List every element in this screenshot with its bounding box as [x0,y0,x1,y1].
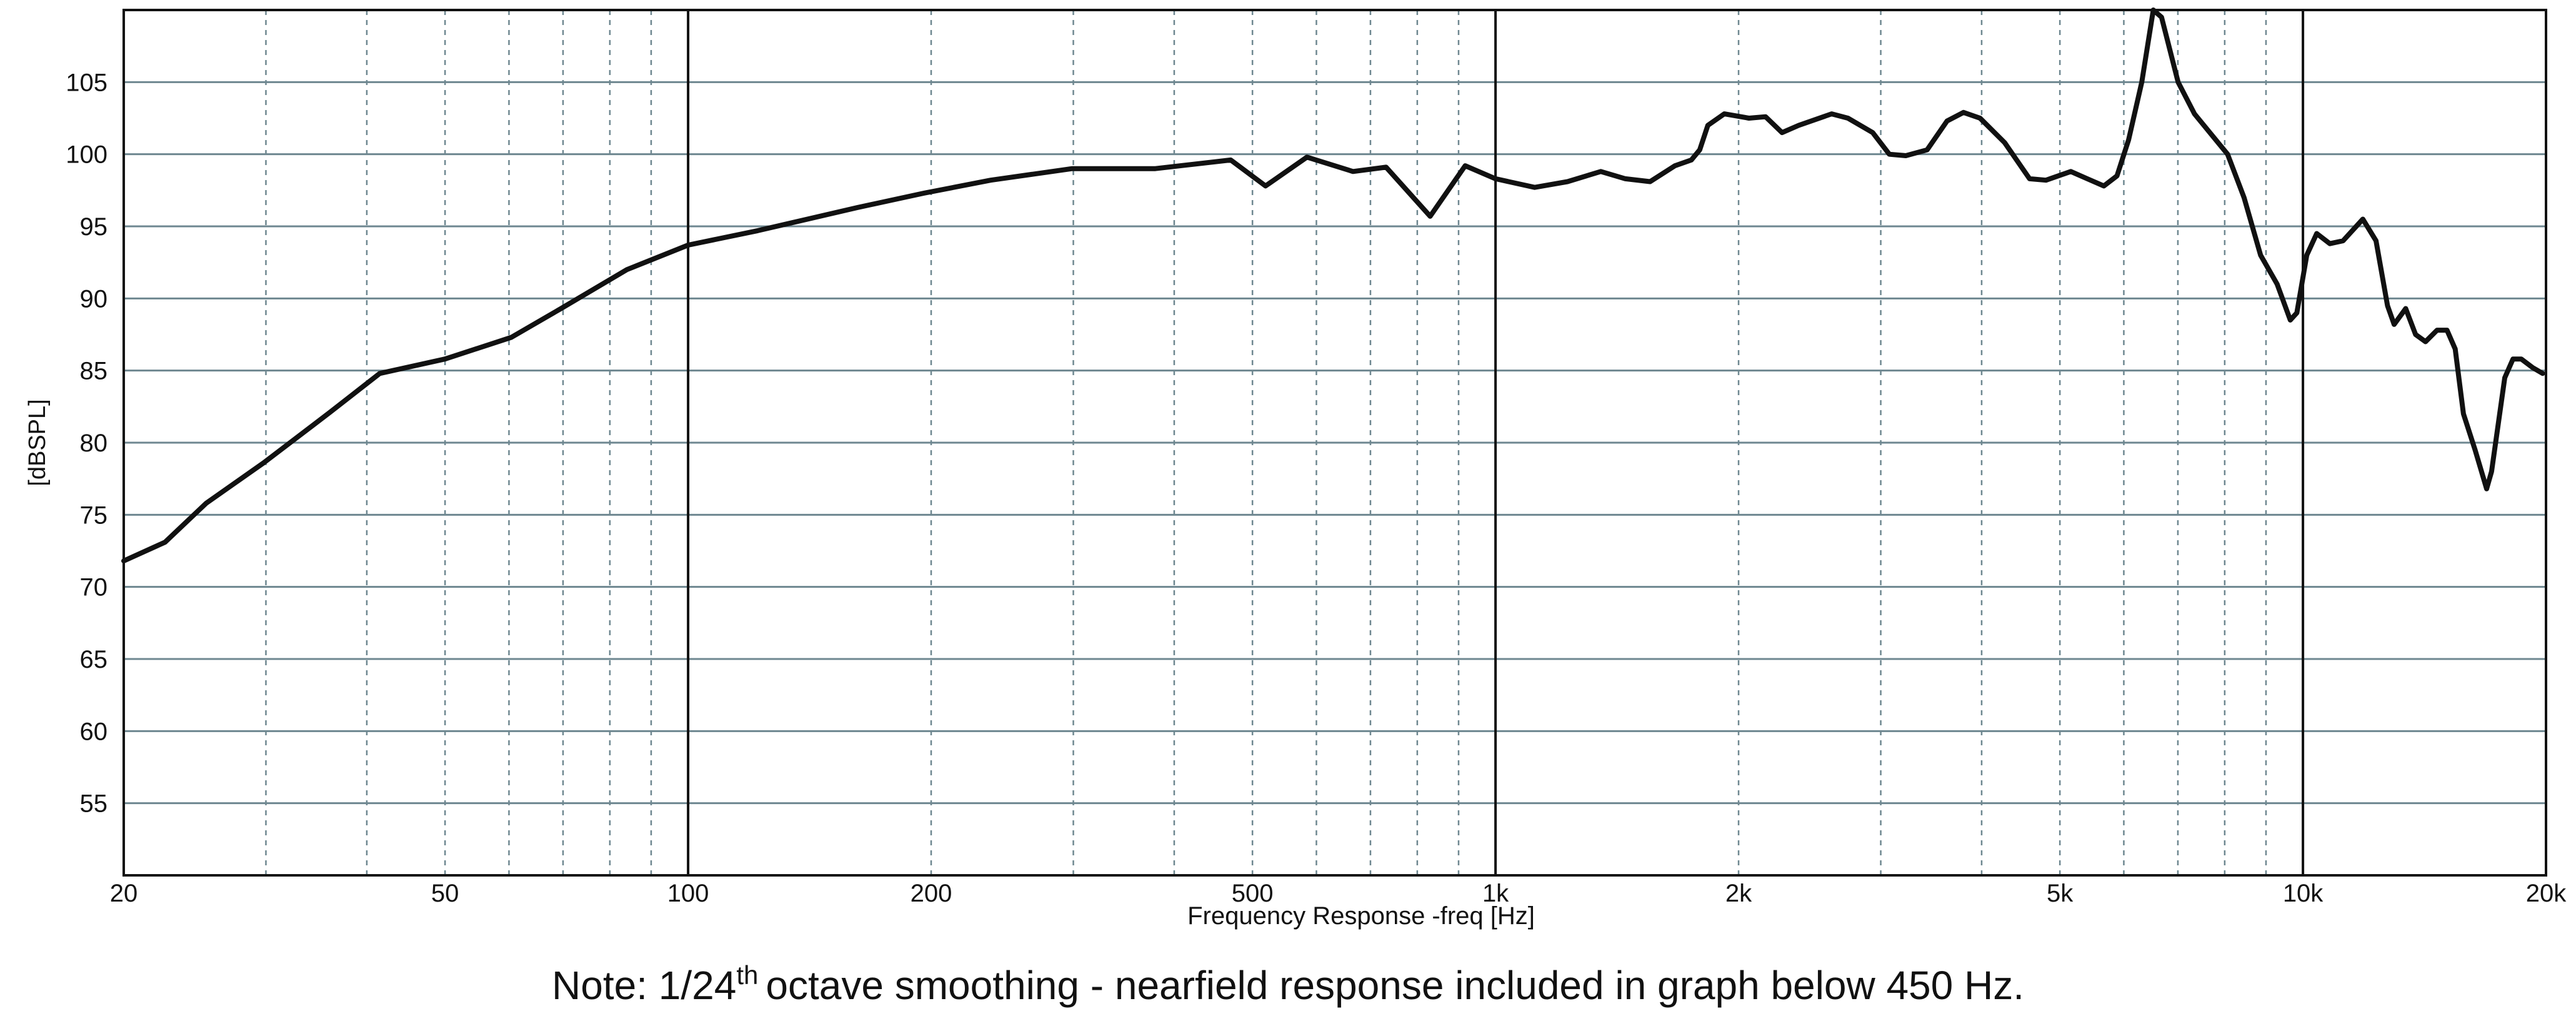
x-tick-label: 500 [1232,880,1274,907]
note: Note: 1/24th octave smoothing - nearfield… [552,960,2024,1008]
y-tick-label: 105 [66,69,107,96]
note-superscript: th [736,960,758,990]
response-line [121,8,2545,564]
x-tick-label: 50 [431,880,459,907]
x-tick-label: 1k [1482,880,1509,907]
x-tick-label: 200 [911,880,952,907]
plot-frame [122,9,2547,877]
x-tick-label: 20k [2526,880,2567,907]
x-tick-label: 2k [1725,880,1752,907]
y-tick-label: 100 [66,141,107,169]
y-tick-label: 85 [80,358,108,385]
y-tick-label: 95 [80,213,108,241]
y-tick-label: 75 [80,501,108,529]
note-prefix: Note: 1/24 [552,963,736,1008]
x-tick-label: 100 [667,880,709,907]
x-tick-label: 20 [110,880,138,907]
note-text: octave smoothing - nearfield response in… [766,963,2024,1008]
x-axis-label: Frequency Response -freq [Hz] [1187,902,1535,930]
y-tick-label: 70 [80,574,108,601]
y-tick-label: 60 [80,718,108,745]
x-tick-label: 10k [2283,880,2324,907]
y-tick-label: 55 [80,790,108,818]
y-tick-label: 80 [80,430,108,457]
y-tick-label: 65 [80,646,108,673]
y-tick-label: 90 [80,285,108,313]
y-axis-label: [dBSPL] [24,399,51,486]
x-tick-label: 5k [2047,880,2074,907]
